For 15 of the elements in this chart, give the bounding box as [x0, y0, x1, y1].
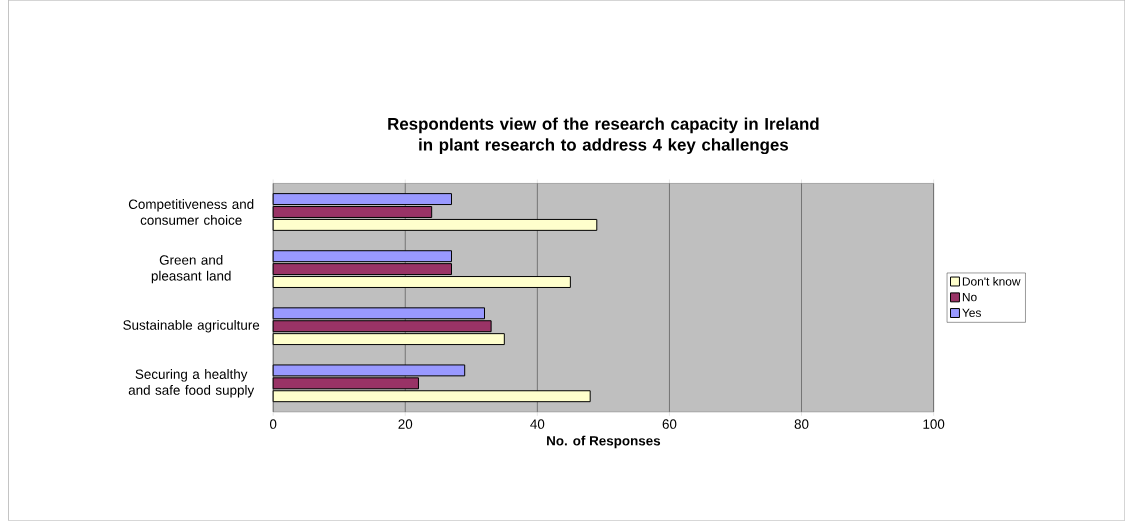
- y-tick-label: Sustainable agriculture: [123, 320, 260, 333]
- x-tick-label: 60: [662, 419, 677, 429]
- x-tick-label: 20: [398, 419, 413, 429]
- legend-label: Yes: [962, 308, 981, 318]
- y-tick-label: Competitiveness and consumer choice: [128, 199, 254, 225]
- y-tick-label: Green and pleasant land: [151, 254, 231, 284]
- x-tick-label: 80: [794, 419, 809, 429]
- y-tick-label: Securing a healthy and safe food supply: [128, 369, 255, 398]
- x-tick-label: 40: [530, 419, 545, 429]
- legend-label: No: [962, 293, 977, 302]
- chart-title: Respondents view of the research capacity in Ireland in plant research to address 4 key challenges: [388, 117, 819, 155]
- x-tick-label: 0: [269, 419, 277, 429]
- x-tick-label: 100: [923, 419, 945, 429]
- legend-label: Don't know: [962, 277, 1021, 286]
- x-axis-title: No. of Responses: [547, 435, 661, 449]
